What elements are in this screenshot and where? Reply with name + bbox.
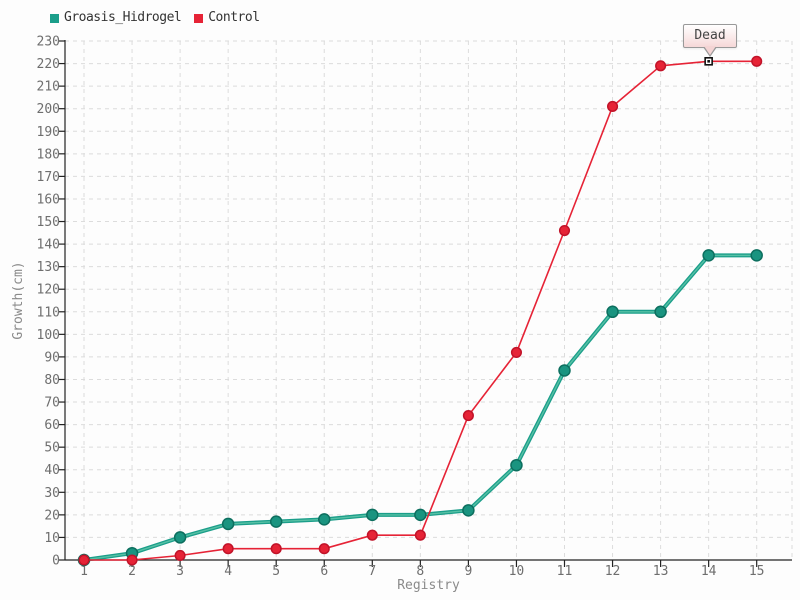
x-tick-label: 7 (368, 564, 376, 579)
x-tick-label: 15 (749, 564, 765, 579)
legend-item-control[interactable]: Control (194, 10, 260, 25)
dead-marker-center (707, 60, 710, 63)
y-tick-label: 70 (44, 396, 60, 411)
y-tick-label: 170 (37, 170, 60, 185)
data-point[interactable] (750, 249, 763, 262)
y-tick-label: 40 (44, 463, 60, 478)
y-tick-label: 190 (37, 125, 60, 140)
y-axis-title: Growth(cm) (11, 261, 26, 339)
x-tick-label: 8 (416, 564, 424, 579)
series-control (78, 55, 763, 566)
y-tick-label: 80 (44, 373, 60, 388)
data-point[interactable] (270, 543, 282, 555)
tooltip-pointer (704, 46, 716, 55)
data-point[interactable] (318, 543, 330, 555)
data-point[interactable] (414, 508, 427, 522)
data-point[interactable] (318, 513, 331, 526)
x-tick-label: 6 (320, 564, 328, 579)
x-tick-label: 4 (224, 564, 232, 579)
y-tick-label: 10 (44, 531, 60, 546)
dead-tooltip: Dead (683, 24, 737, 57)
y-tick-label: 120 (37, 283, 60, 298)
data-point[interactable] (173, 531, 187, 544)
y-tick-label: 210 (37, 80, 60, 95)
x-tick-label: 12 (605, 564, 621, 579)
data-point[interactable] (462, 410, 474, 422)
gridlines (65, 40, 793, 560)
y-tick-label: 60 (44, 418, 60, 433)
data-point[interactable] (655, 60, 667, 72)
y-tick-label: 200 (37, 102, 60, 117)
y-tick-label: 180 (37, 147, 60, 162)
legend-label-groasis-hidrogel: Groasis_Hidrogel (64, 10, 182, 25)
x-tick-label: 5 (272, 564, 280, 579)
data-point[interactable] (510, 346, 523, 358)
x-tick-label: 14 (701, 564, 717, 579)
x-tick-label: 9 (464, 564, 472, 579)
data-point[interactable] (654, 305, 667, 319)
x-axis-title: Registry (397, 578, 460, 593)
y-tick-label: 160 (37, 192, 60, 207)
y-tick-label: 220 (37, 57, 60, 72)
data-point[interactable] (510, 458, 523, 472)
x-tick-label: 3 (176, 564, 184, 579)
x-tick-label: 1 (80, 564, 88, 579)
y-tick-label: 100 (37, 328, 60, 343)
data-point[interactable] (414, 529, 426, 541)
data-point[interactable] (606, 305, 619, 319)
data-point[interactable] (221, 517, 235, 531)
data-point[interactable] (702, 249, 715, 262)
data-point[interactable] (558, 364, 571, 377)
data-point[interactable] (462, 504, 475, 517)
data-point[interactable] (78, 554, 90, 566)
y-tick-label: 130 (37, 260, 60, 275)
data-point[interactable] (222, 543, 234, 555)
y-tick-label: 110 (37, 305, 60, 320)
x-tick-label: 2 (128, 564, 136, 579)
data-point[interactable] (269, 515, 283, 528)
x-tick-label: 13 (653, 564, 669, 579)
legend-label-control: Control (208, 10, 260, 25)
tick-labels: 0102030405060708090100110120130140150160… (37, 35, 765, 580)
data-point[interactable] (366, 508, 379, 522)
data-point[interactable] (558, 224, 571, 237)
dead-tooltip-text: Dead (694, 28, 726, 43)
legend-item-groasis-hidrogel[interactable]: Groasis_Hidrogel (50, 10, 182, 25)
data-point[interactable] (607, 100, 619, 112)
data-point[interactable] (126, 554, 138, 566)
y-tick-label: 50 (44, 441, 60, 456)
legend-swatch-groasis-hidrogel (50, 13, 59, 23)
data-point[interactable] (174, 549, 186, 562)
y-tick-label: 230 (37, 35, 60, 50)
axes (59, 40, 792, 567)
y-tick-label: 20 (44, 508, 60, 523)
x-tick-label: 11 (557, 564, 573, 579)
data-point[interactable] (751, 55, 763, 67)
y-tick-label: 0 (52, 554, 60, 569)
y-tick-label: 90 (44, 350, 60, 365)
y-tick-label: 30 (44, 486, 60, 501)
y-tick-label: 150 (37, 215, 60, 230)
legend-swatch-control (194, 13, 204, 23)
y-tick-label: 140 (37, 238, 60, 253)
data-point[interactable] (366, 529, 378, 541)
x-tick-label: 10 (509, 564, 525, 579)
legend: Groasis_Hidrogel Control (50, 10, 260, 25)
